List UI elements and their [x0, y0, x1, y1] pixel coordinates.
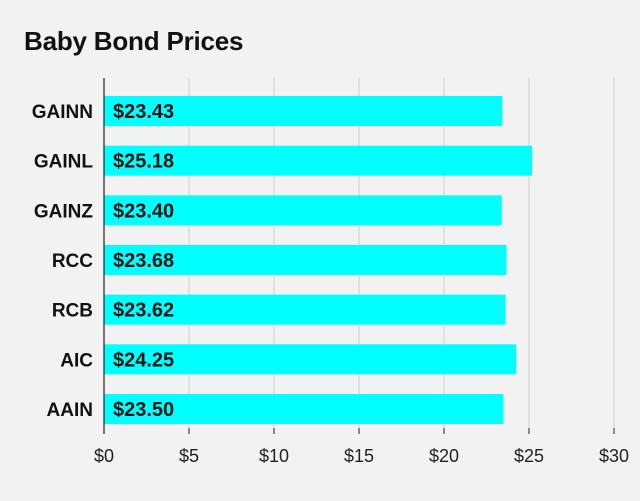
bar-value-label: $24.25 [113, 349, 174, 371]
bar-value-label: $23.68 [113, 250, 174, 272]
bar-value-label: $23.50 [113, 399, 174, 421]
category-label: AIC [60, 350, 93, 371]
category-label: GAINL [34, 152, 94, 173]
bar [104, 96, 503, 126]
bar [104, 394, 504, 425]
bar [104, 195, 502, 226]
chart-title: Baby Bond Prices [24, 26, 244, 56]
x-tick-label: $15 [344, 446, 374, 466]
x-tick-label: $0 [94, 446, 114, 466]
category-label: RCB [52, 301, 93, 322]
bar [104, 145, 533, 176]
bar-value-label: $23.40 [113, 200, 174, 222]
bar-value-label: $25.18 [113, 151, 174, 173]
x-tick-label: $5 [179, 446, 199, 466]
bar [104, 344, 517, 375]
bar-value-label: $23.62 [113, 300, 174, 322]
bar [104, 245, 507, 276]
x-tick-label: $20 [429, 446, 459, 466]
bar-value-label: $23.43 [113, 101, 174, 123]
category-label: AAIN [47, 400, 93, 421]
bar [104, 294, 506, 325]
x-tick-label: $10 [259, 446, 289, 466]
category-label: GAINN [32, 102, 93, 123]
x-tick-label: $30 [599, 446, 629, 466]
category-label: GAINZ [34, 201, 94, 222]
x-tick-label: $25 [514, 446, 544, 466]
category-label: RCC [52, 251, 93, 272]
